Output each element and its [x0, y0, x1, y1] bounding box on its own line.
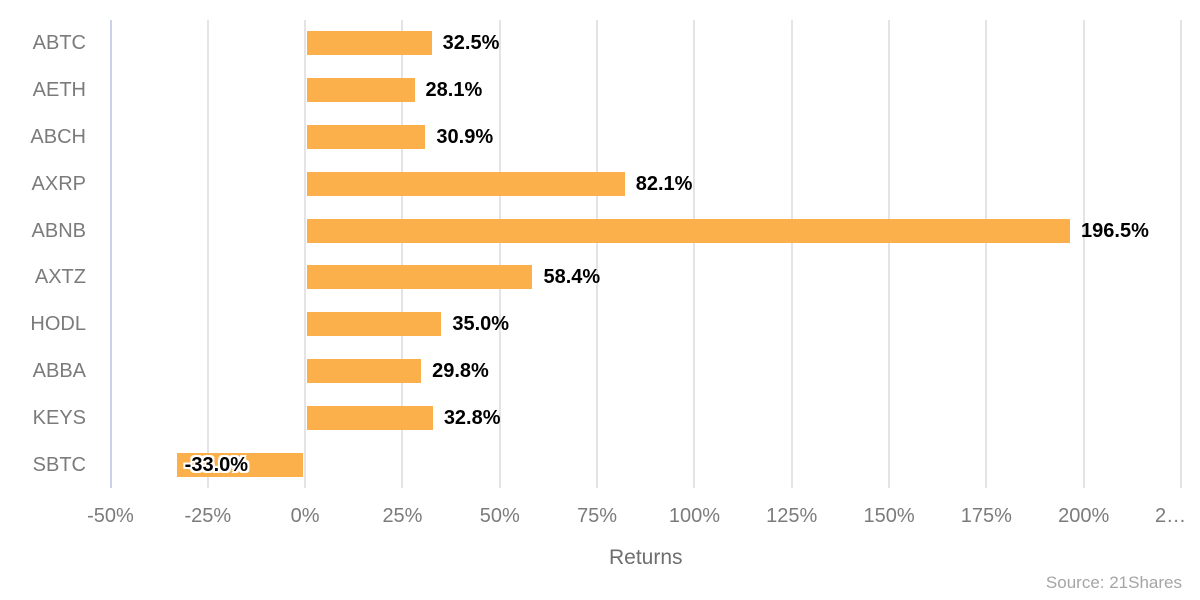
- bar: [307, 218, 1071, 243]
- x-tick-label: 100%: [668, 505, 720, 527]
- gridline: [888, 20, 891, 488]
- value-label: 58.4%: [543, 266, 601, 289]
- bar: [307, 312, 442, 337]
- x-tick-label: 75%: [577, 505, 618, 527]
- gridline: [304, 20, 307, 488]
- x-tick-label: 50%: [479, 505, 520, 527]
- value-label: 32.8%: [443, 406, 501, 429]
- x-tick-label: 200%: [1058, 505, 1110, 527]
- x-tick-label: 175%: [960, 505, 1012, 527]
- gridline: [401, 20, 404, 488]
- bar: [307, 359, 422, 383]
- gridline: [790, 20, 793, 488]
- category-label: HODL: [30, 313, 86, 336]
- x-axis-title: Returns: [608, 546, 683, 569]
- value-label: 35.0%: [452, 313, 510, 336]
- x-tick-label: 0%: [290, 505, 320, 527]
- value-label: 30.9%: [436, 126, 494, 148]
- category-label: AXTZ: [34, 266, 86, 289]
- category-label: ABNB: [31, 219, 86, 242]
- category-label: KEYS: [32, 406, 86, 429]
- bar: [307, 125, 426, 149]
- x-tick-label: -50%: [87, 505, 134, 527]
- bar: [307, 405, 433, 430]
- y-axis-line: [109, 20, 112, 488]
- value-label: 196.5%: [1081, 219, 1149, 242]
- gridline: [206, 20, 209, 488]
- value-label: 29.8%: [432, 360, 489, 382]
- gridline: [985, 20, 988, 488]
- gridline: [498, 20, 501, 488]
- category-label: SBTC: [32, 453, 86, 476]
- category-label: AETH: [32, 79, 86, 102]
- value-label: 28.1%: [425, 79, 483, 102]
- value-label: 32.5%: [442, 32, 500, 55]
- x-tick-label: 125%: [766, 505, 818, 527]
- gridline: [1180, 20, 1182, 488]
- source-note: Source: 21Shares: [1045, 573, 1182, 592]
- bar: [307, 31, 432, 56]
- bar: [307, 265, 533, 290]
- category-label: AXRP: [31, 172, 86, 195]
- gridline: [693, 20, 696, 488]
- bar: [307, 171, 625, 196]
- bar: [176, 452, 304, 477]
- x-tick-label: 25%: [382, 505, 423, 527]
- value-label: -33.0%: [184, 453, 249, 476]
- value-label: 82.1%: [635, 172, 693, 195]
- bar: [307, 78, 415, 103]
- x-tick-label: 150%: [863, 505, 915, 527]
- gridline: [1082, 20, 1085, 488]
- category-label: ABCH: [30, 126, 86, 148]
- gridline: [596, 20, 599, 488]
- category-label: ABBA: [32, 360, 86, 382]
- x-tick-label: 2…: [1155, 505, 1187, 527]
- x-tick-label: -25%: [184, 505, 232, 527]
- category-label: ABTC: [32, 32, 86, 55]
